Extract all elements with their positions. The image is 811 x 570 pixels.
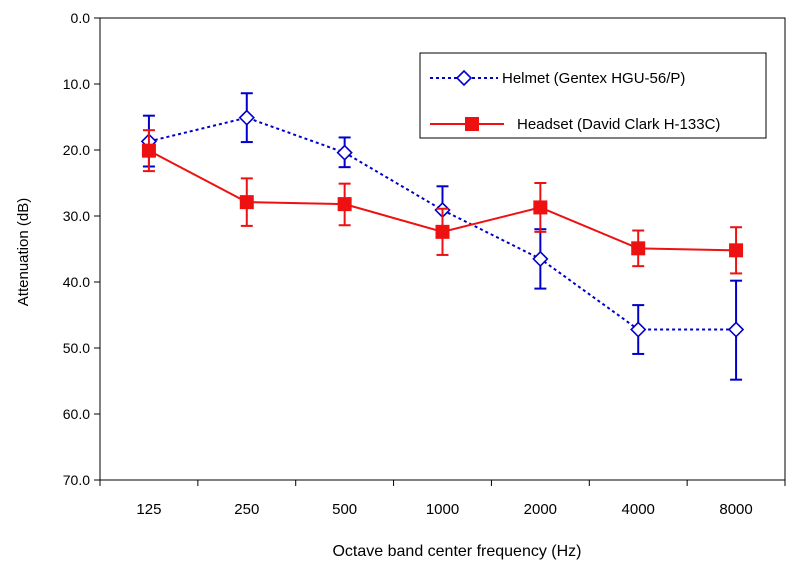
data-point — [630, 321, 647, 338]
x-tick-labels: 125 250 500 1000 2000 4000 8000 — [136, 501, 752, 518]
legend-headset-label: Headset (David Clark H-133C) — [517, 116, 720, 133]
y-tick-label: 10.0 — [63, 76, 90, 92]
y-tick-label: 70.0 — [63, 472, 90, 488]
x-tick-label: 8000 — [719, 501, 752, 518]
data-point — [533, 200, 548, 215]
series-headset — [141, 129, 744, 275]
data-point — [631, 241, 646, 256]
y-tick-labels: 0.0 10.0 20.0 30.0 40.0 50.0 60.0 70.0 — [63, 10, 90, 488]
series-layer — [140, 92, 745, 381]
plot-frame — [99, 17, 786, 481]
y-tick-label: 20.0 — [63, 142, 90, 158]
data-point — [729, 243, 744, 258]
data-point — [141, 143, 156, 158]
data-point — [239, 195, 254, 210]
legend-helmet-label: Helmet (Gentex HGU-56/P) — [502, 70, 685, 87]
y-tick-label: 50.0 — [63, 340, 90, 356]
data-point — [238, 109, 255, 126]
legend: Helmet (Gentex HGU-56/P) Headset (David … — [419, 52, 767, 139]
y-tick-label: 60.0 — [63, 406, 90, 422]
x-tick-label: 250 — [234, 501, 259, 518]
x-axis-label: Octave band center frequency (Hz) — [332, 543, 581, 560]
data-point — [337, 197, 352, 212]
legend-helmet-marker — [455, 69, 473, 87]
x-tick-label: 125 — [136, 501, 161, 518]
x-tick-label: 1000 — [426, 501, 459, 518]
x-tick-label: 2000 — [524, 501, 557, 518]
y-tick-label: 30.0 — [63, 208, 90, 224]
x-tick-label: 500 — [332, 501, 357, 518]
axes — [94, 17, 786, 486]
data-point — [336, 144, 353, 161]
data-point — [532, 250, 549, 268]
data-point — [435, 224, 450, 239]
x-tick-label: 4000 — [622, 501, 655, 518]
legend-headset-marker — [465, 117, 479, 131]
y-tick-label: 0.0 — [71, 10, 91, 26]
data-point — [727, 321, 745, 338]
y-tick-label: 40.0 — [63, 274, 90, 290]
y-axis-label: Attenuation (dB) — [15, 198, 32, 306]
